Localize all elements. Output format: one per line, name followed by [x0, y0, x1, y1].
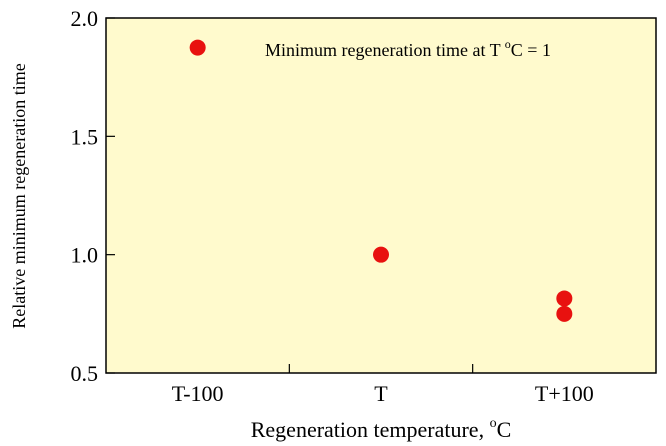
x-axis-title: Regeneration temperature, oC [251, 416, 512, 442]
y-tick-label: 2.0 [71, 6, 99, 31]
x-axis-ticks: T-100 T T+100 [172, 364, 594, 406]
annotation-main: Minimum regeneration time at T [265, 40, 505, 60]
annotation-text: Minimum regeneration time at T oC = 1 [265, 37, 551, 60]
x-axis-title-main: Regeneration temperature, [251, 417, 490, 442]
plot-area [105, 17, 657, 374]
y-tick-label: 1.0 [71, 243, 99, 268]
x-axis-title-tail: C [497, 417, 512, 442]
x-axis-title-sup: o [490, 416, 497, 431]
data-point [556, 305, 573, 322]
x-tick-label: T-100 [172, 381, 224, 406]
x-tick-label: T [374, 381, 388, 406]
annotation-sup: o [505, 37, 511, 51]
data-point [373, 246, 389, 263]
data-point [189, 39, 206, 56]
data-points [189, 39, 573, 322]
y-axis-ticks: 0.5 1.0 1.5 2.0 [71, 6, 115, 386]
data-point [556, 290, 573, 307]
y-tick-label: 1.5 [71, 124, 99, 149]
y-axis-title: Relative minimum regeneration time [9, 63, 29, 328]
x-tick-label: T+100 [535, 381, 594, 406]
annotation-tail: C = 1 [511, 40, 551, 60]
y-tick-label: 0.5 [71, 361, 99, 386]
